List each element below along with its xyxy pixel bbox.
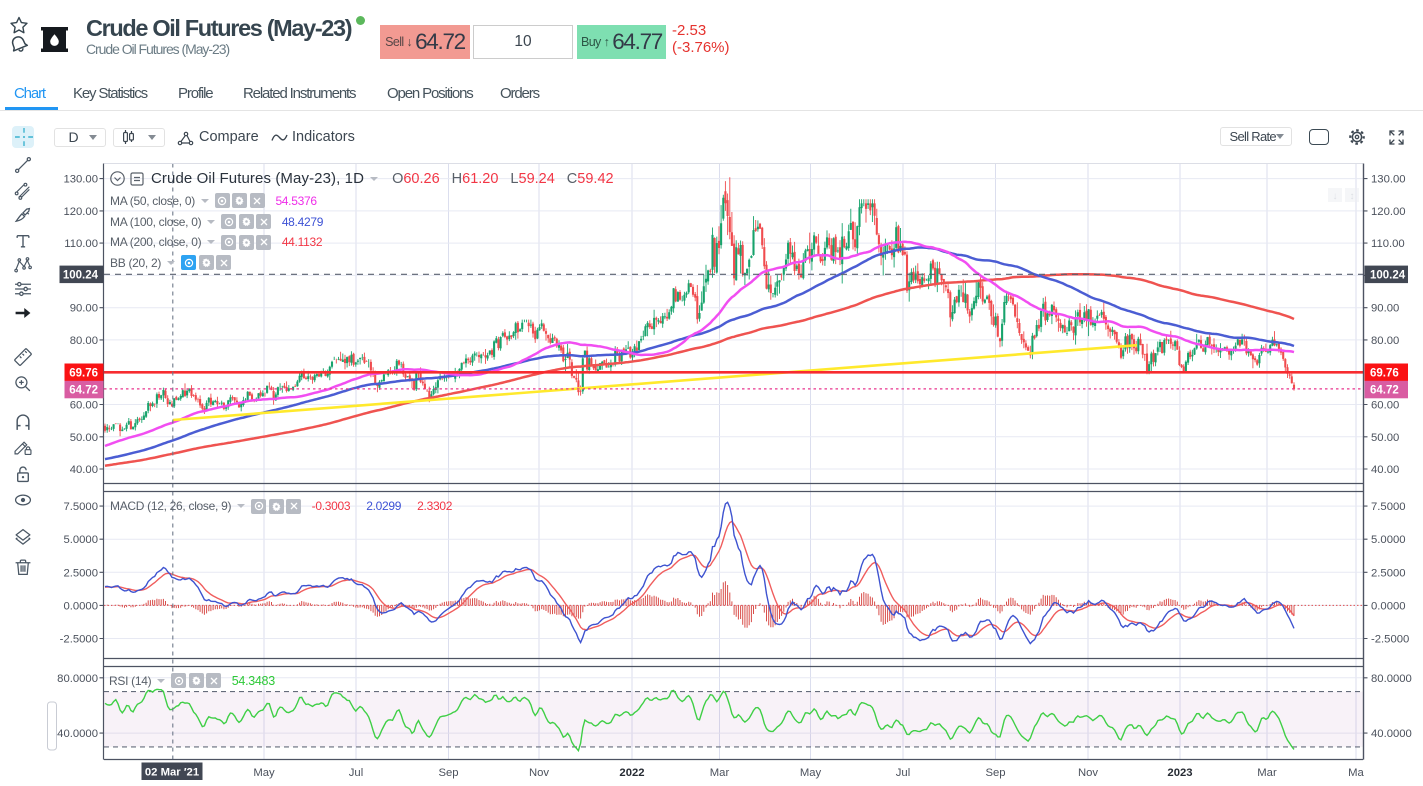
svg-text:40.00: 40.00 — [70, 464, 98, 476]
svg-text:60.00: 60.00 — [1371, 400, 1399, 412]
svg-text:02 Mar ′21: 02 Mar ′21 — [145, 767, 199, 779]
svg-text:100.24: 100.24 — [63, 270, 99, 282]
svg-text:80.0000: 80.0000 — [1371, 673, 1412, 685]
svg-text:Nov: Nov — [1078, 767, 1098, 779]
svg-text:40.0000: 40.0000 — [57, 728, 98, 740]
svg-text:90.00: 90.00 — [1371, 303, 1399, 315]
svg-text:May: May — [253, 767, 275, 779]
svg-text:Ma: Ma — [1348, 767, 1364, 779]
svg-text:120.00: 120.00 — [63, 206, 98, 218]
svg-text:2022: 2022 — [619, 767, 644, 779]
svg-text:110.00: 110.00 — [1371, 238, 1405, 250]
svg-text:80.0000: 80.0000 — [57, 673, 98, 685]
svg-text:Mar: Mar — [1257, 767, 1277, 779]
svg-text:Sep: Sep — [438, 767, 458, 779]
svg-text:69.76: 69.76 — [1370, 367, 1399, 379]
svg-text:May: May — [800, 767, 822, 779]
svg-text:60.00: 60.00 — [70, 400, 98, 412]
svg-text:Mar: Mar — [710, 767, 730, 779]
svg-text:5.0000: 5.0000 — [1371, 534, 1406, 546]
svg-text:50.00: 50.00 — [70, 432, 98, 444]
svg-text:↓: ↓ — [1333, 191, 1338, 202]
svg-text:Jul: Jul — [896, 767, 910, 779]
svg-text:100.24: 100.24 — [1370, 270, 1406, 282]
svg-text:Jul: Jul — [349, 767, 363, 779]
svg-text:2023: 2023 — [1167, 767, 1192, 779]
svg-text:120.00: 120.00 — [1371, 206, 1406, 218]
svg-text:64.72: 64.72 — [69, 385, 98, 397]
svg-text:7.5000: 7.5000 — [63, 501, 98, 513]
svg-text:130.00: 130.00 — [1371, 174, 1406, 186]
svg-text:2.5000: 2.5000 — [1371, 567, 1406, 579]
svg-text:2.5000: 2.5000 — [63, 567, 98, 579]
svg-text:80.00: 80.00 — [1371, 335, 1399, 347]
svg-text:64.72: 64.72 — [1370, 385, 1399, 397]
svg-text:-2.5000: -2.5000 — [60, 634, 98, 646]
svg-text:-2.5000: -2.5000 — [1371, 634, 1409, 646]
svg-text:0.0000: 0.0000 — [1371, 600, 1406, 612]
svg-text:110.00: 110.00 — [64, 238, 98, 250]
svg-text:40.0000: 40.0000 — [1371, 728, 1412, 740]
svg-text:130.00: 130.00 — [63, 174, 98, 186]
svg-text:7.5000: 7.5000 — [1371, 501, 1406, 513]
svg-text:90.00: 90.00 — [70, 303, 98, 315]
svg-text:40.00: 40.00 — [1371, 464, 1399, 476]
svg-text:50.00: 50.00 — [1371, 432, 1399, 444]
svg-text:69.76: 69.76 — [69, 367, 98, 379]
svg-text:Sep: Sep — [985, 767, 1005, 779]
svg-text:5.0000: 5.0000 — [63, 534, 98, 546]
svg-text:Nov: Nov — [529, 767, 549, 779]
svg-text:0.0000: 0.0000 — [63, 600, 98, 612]
svg-text:80.00: 80.00 — [70, 335, 98, 347]
svg-text:↕: ↕ — [1350, 191, 1355, 202]
